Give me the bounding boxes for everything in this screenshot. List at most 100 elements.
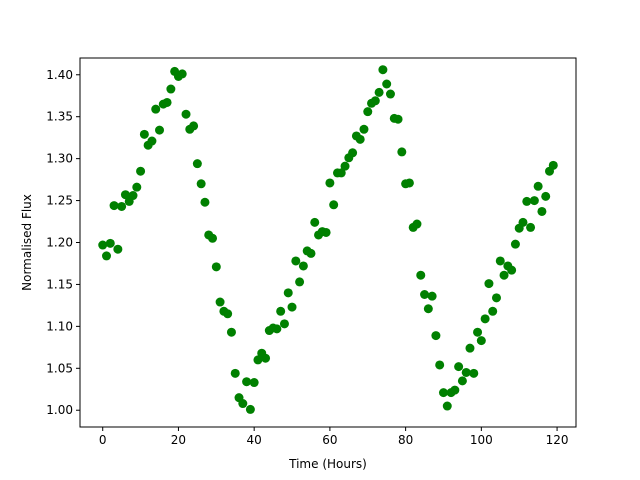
data-point xyxy=(208,233,218,243)
data-point xyxy=(393,114,403,124)
data-point xyxy=(287,302,297,312)
data-point xyxy=(548,160,558,170)
x-tick-label: 20 xyxy=(171,433,186,447)
data-point xyxy=(457,376,467,386)
data-point xyxy=(438,388,448,398)
y-tick-label: 1.15 xyxy=(46,277,73,291)
data-point xyxy=(412,219,422,229)
data-point xyxy=(427,291,437,301)
data-point xyxy=(102,251,111,261)
data-point xyxy=(136,166,146,176)
data-point xyxy=(541,191,551,201)
data-point xyxy=(507,265,517,275)
data-point xyxy=(272,324,282,334)
y-tick-label: 1.10 xyxy=(46,319,73,333)
data-point xyxy=(518,217,528,227)
data-point xyxy=(298,261,308,271)
y-tick-label: 1.20 xyxy=(46,236,73,250)
data-point xyxy=(166,84,176,94)
data-point xyxy=(404,178,414,188)
data-point xyxy=(488,306,498,316)
data-point xyxy=(291,256,301,266)
x-tick-label: 120 xyxy=(546,433,569,447)
data-point xyxy=(423,304,433,314)
data-point xyxy=(249,378,259,388)
data-point xyxy=(276,306,286,316)
data-point xyxy=(113,244,123,254)
data-point xyxy=(215,297,225,307)
x-axis-label: Time (Hours) xyxy=(288,457,367,471)
data-point xyxy=(374,87,384,97)
data-point xyxy=(529,196,539,206)
x-tick-label: 60 xyxy=(322,433,337,447)
data-point xyxy=(469,368,479,378)
data-point xyxy=(261,353,271,363)
data-point xyxy=(450,385,460,395)
data-point xyxy=(321,227,331,237)
x-tick-label: 80 xyxy=(398,433,413,447)
data-point xyxy=(226,327,236,337)
data-point xyxy=(192,159,202,169)
y-tick-label: 1.40 xyxy=(46,68,73,82)
data-point xyxy=(480,314,490,324)
data-point xyxy=(533,181,543,191)
data-point xyxy=(279,319,289,329)
data-point xyxy=(499,270,509,280)
data-point xyxy=(155,125,165,135)
x-tick-label: 100 xyxy=(470,433,493,447)
data-point xyxy=(370,96,380,106)
y-tick-label: 1.25 xyxy=(46,194,73,208)
y-axis-label: Normalised Flux xyxy=(20,194,34,291)
data-point xyxy=(132,182,142,192)
data-point xyxy=(522,196,532,206)
data-point xyxy=(510,239,520,249)
data-point xyxy=(306,248,316,258)
data-point xyxy=(128,191,138,201)
data-point xyxy=(461,367,471,377)
data-point xyxy=(526,222,536,232)
y-axis-ticks: 1.00 1.05 1.10 1.15 1.20 1.25 1.30 1.35 1.40 xyxy=(46,68,80,417)
data-point xyxy=(385,89,395,99)
data-point xyxy=(454,362,464,372)
data-point xyxy=(200,197,210,207)
data-point xyxy=(355,134,365,144)
data-point xyxy=(416,270,426,280)
data-point xyxy=(476,336,486,346)
plot-frame xyxy=(79,57,577,428)
data-point xyxy=(363,107,373,117)
data-point xyxy=(105,238,115,248)
y-tick-label: 1.00 xyxy=(46,403,73,417)
data-point xyxy=(162,97,172,107)
data-point xyxy=(181,109,191,119)
data-point xyxy=(359,124,369,134)
y-tick-label: 1.35 xyxy=(46,110,73,124)
data-point xyxy=(420,290,430,299)
data-point xyxy=(329,200,339,210)
x-axis-ticks: 0 20 40 60 80 100 120 xyxy=(99,427,569,447)
data-point xyxy=(295,277,305,287)
y-tick-label: 1.05 xyxy=(46,361,73,375)
data-point xyxy=(245,404,255,414)
data-point xyxy=(196,179,206,189)
data-point xyxy=(223,309,233,319)
data-point xyxy=(491,293,501,303)
data-point xyxy=(473,327,483,337)
x-tick-label: 0 xyxy=(99,433,107,447)
data-point xyxy=(378,65,388,75)
data-point xyxy=(442,401,452,411)
data-point xyxy=(139,129,149,139)
data-point xyxy=(382,79,392,89)
data-point xyxy=(98,240,108,250)
data-point xyxy=(340,161,350,171)
data-point xyxy=(348,148,358,158)
data-point xyxy=(189,121,199,131)
data-point xyxy=(537,206,547,216)
data-point xyxy=(109,201,119,211)
data-point xyxy=(177,69,187,79)
data-point xyxy=(283,288,293,298)
data-point xyxy=(120,190,130,200)
data-point xyxy=(465,343,475,353)
data-point xyxy=(253,355,263,365)
data-point xyxy=(238,399,248,409)
